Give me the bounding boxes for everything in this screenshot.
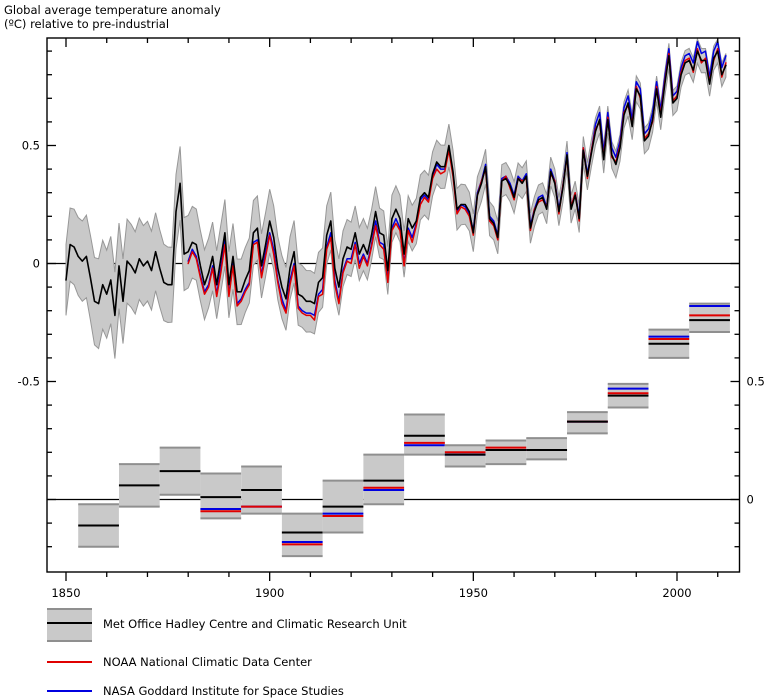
chart-title: Global average temperature anomaly (ºC) …: [4, 3, 221, 31]
decadal-box: [689, 303, 730, 332]
x-axis-tick-label: 1900: [255, 586, 284, 600]
legend-label-noaa: NOAA National Climatic Data Center: [103, 655, 312, 669]
legend-label-hadcrut: Met Office Hadley Centre and Climatic Re…: [103, 617, 407, 631]
plot-frame: [46, 37, 741, 573]
x-axis-tick-label: 1950: [459, 586, 488, 600]
x-axis-tick-label: 2000: [662, 586, 691, 600]
decadal-box: [567, 412, 608, 434]
decadal-box: [526, 438, 567, 460]
y-axis-right-tick-label: 0: [747, 493, 754, 507]
hadcrut-annual-line: [65, 50, 727, 317]
decadal-box: [485, 440, 527, 465]
hadcrut-band-swatch-icon: [47, 608, 92, 642]
y-axis-right-tick-label: 0.5: [747, 375, 765, 389]
decadal-box: [363, 454, 405, 505]
decadal-box: [404, 414, 445, 455]
chart-title-line2: (ºC) relative to pre-industrial: [4, 17, 170, 31]
decadal-box: [444, 445, 486, 467]
y-axis-left-tick-label: -0.5: [18, 375, 40, 389]
y-axis-left-tick-label: 0.5: [22, 139, 40, 153]
noaa-annual-line: [187, 47, 727, 321]
y-axis-left-tick-label: 0: [33, 257, 40, 271]
decadal-box: [281, 513, 323, 557]
legend-item-hadcrut: Met Office Hadley Centre and Climatic Re…: [0, 607, 407, 642]
x-axis-tick-label: 1850: [51, 586, 80, 600]
nasa-line-swatch-icon: [47, 690, 92, 692]
nasa-annual-line: [187, 40, 727, 317]
chart-title-line1: Global average temperature anomaly: [4, 3, 221, 17]
legend-label-nasa: NASA Goddard Institute for Space Studies: [103, 684, 344, 698]
noaa-line-swatch-icon: [47, 661, 92, 663]
uncertainty-band: [65, 37, 727, 359]
